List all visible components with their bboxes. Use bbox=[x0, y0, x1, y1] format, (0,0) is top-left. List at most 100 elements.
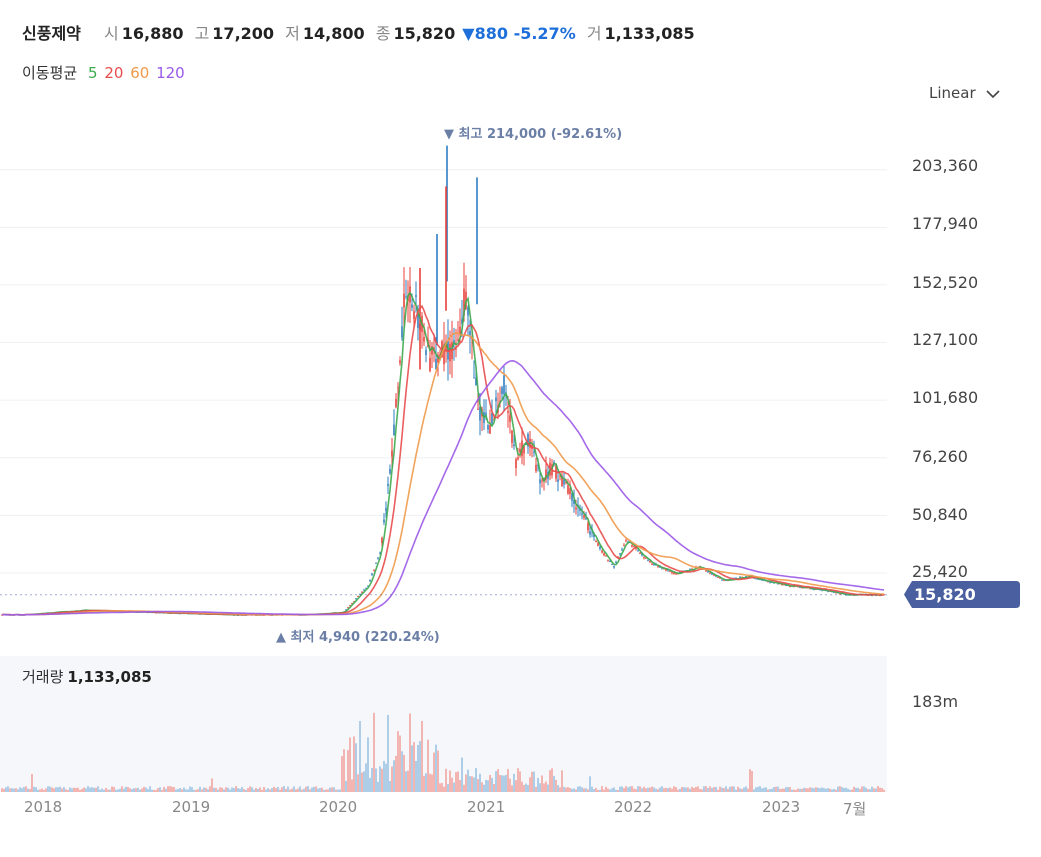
candle-body bbox=[455, 348, 457, 350]
volume-bar bbox=[27, 788, 29, 792]
volume-bar bbox=[791, 789, 793, 792]
volume-bar bbox=[143, 786, 145, 792]
volume-bar bbox=[577, 786, 579, 792]
volume-bar bbox=[521, 781, 523, 792]
volume-bar bbox=[205, 787, 207, 792]
volume-bar bbox=[141, 788, 143, 792]
candle-body bbox=[673, 572, 675, 575]
ma-120-label[interactable]: 120 bbox=[156, 64, 185, 82]
volume-bar bbox=[405, 771, 407, 792]
volume-bar bbox=[757, 786, 759, 792]
candle-body bbox=[621, 549, 623, 551]
volume-bar bbox=[13, 788, 15, 792]
current-price-tag: 15,820 bbox=[904, 581, 1020, 608]
volume-bar bbox=[751, 770, 753, 792]
volume-bar bbox=[527, 784, 529, 792]
candle-body bbox=[575, 507, 577, 510]
volume-bar bbox=[41, 788, 43, 792]
candle-body bbox=[479, 406, 481, 421]
volume-bar bbox=[283, 786, 285, 792]
volume-bar bbox=[203, 787, 205, 792]
volume-bar bbox=[761, 788, 763, 792]
volume-bar bbox=[581, 787, 583, 792]
volume-bar bbox=[459, 780, 461, 792]
volume-bar bbox=[103, 789, 105, 792]
volume-bar bbox=[867, 789, 869, 792]
candle-body bbox=[383, 519, 385, 523]
volume-bar bbox=[543, 783, 545, 792]
volume-bar bbox=[373, 712, 375, 792]
volume-bar bbox=[137, 787, 139, 792]
scale-selector[interactable]: Linear bbox=[929, 84, 1000, 102]
volume-bar bbox=[263, 787, 265, 792]
candle-body bbox=[637, 550, 639, 552]
volume-bar bbox=[421, 721, 423, 792]
volume-bar bbox=[309, 789, 311, 792]
volume-bar bbox=[49, 786, 51, 792]
volume-bar bbox=[775, 786, 777, 792]
y-tick-label: 127,100 bbox=[912, 330, 979, 349]
volume-bar bbox=[279, 789, 281, 792]
volume-bar bbox=[701, 789, 703, 792]
volume-bar bbox=[695, 786, 697, 792]
volume-bar bbox=[501, 775, 503, 792]
volume-bar bbox=[291, 788, 293, 792]
volume-bar bbox=[271, 788, 273, 792]
volume-bar bbox=[209, 786, 211, 792]
volume-bar bbox=[669, 787, 671, 792]
volume-bar bbox=[535, 786, 537, 792]
volume-bar bbox=[489, 774, 491, 792]
volume-bar bbox=[125, 786, 127, 792]
volume-bar bbox=[875, 788, 877, 792]
volume-bar bbox=[273, 786, 275, 792]
volume-bar bbox=[689, 788, 691, 792]
candle-body bbox=[379, 553, 381, 555]
volume-bar bbox=[39, 789, 41, 792]
volume-bar bbox=[293, 786, 295, 792]
ma-20-label[interactable]: 20 bbox=[104, 64, 124, 82]
volume-bar bbox=[385, 763, 387, 792]
volume-title: 거래량 1,133,085 bbox=[22, 666, 152, 687]
volume-bar bbox=[3, 788, 5, 792]
candle-body bbox=[545, 469, 547, 480]
volume-bar bbox=[529, 777, 531, 792]
ma-5-label[interactable]: 5 bbox=[87, 64, 98, 82]
volume-bar bbox=[265, 789, 267, 792]
volume-bar bbox=[683, 787, 685, 792]
volume-bar bbox=[561, 770, 563, 792]
volume-bar bbox=[621, 786, 623, 792]
volume-bar bbox=[31, 774, 33, 792]
volume-bar bbox=[319, 788, 321, 792]
candle-body bbox=[593, 533, 595, 537]
volume-bar bbox=[861, 786, 863, 792]
candle-body bbox=[707, 571, 709, 573]
volume-bar bbox=[159, 787, 161, 792]
volume-bar bbox=[55, 787, 57, 792]
volume-bar bbox=[575, 789, 577, 792]
volume-bar bbox=[749, 769, 751, 792]
volume-bar bbox=[437, 750, 439, 792]
candle-body bbox=[735, 577, 737, 579]
volume-bar bbox=[715, 786, 717, 792]
ma-60-label[interactable]: 60 bbox=[130, 64, 150, 82]
volume-bar bbox=[635, 789, 637, 792]
candle-body bbox=[495, 397, 497, 402]
volume-bar bbox=[179, 788, 181, 792]
volume-bar bbox=[645, 788, 647, 792]
candle-body bbox=[649, 560, 651, 563]
volume-bar bbox=[59, 786, 61, 792]
volume-bar bbox=[151, 789, 153, 792]
volume-bar bbox=[877, 786, 879, 792]
candle-body bbox=[625, 540, 627, 542]
volume-bar bbox=[393, 760, 395, 792]
volume-bar bbox=[133, 788, 135, 792]
volume-bar bbox=[745, 786, 747, 792]
x-tick-label: 2021 bbox=[467, 798, 506, 816]
volume-bar bbox=[869, 789, 871, 792]
y-tick-label: 25,420 bbox=[912, 562, 968, 581]
candle-body bbox=[515, 459, 517, 468]
volume-bar bbox=[733, 786, 735, 792]
candle-body bbox=[569, 488, 571, 494]
volume-bar bbox=[579, 786, 581, 792]
